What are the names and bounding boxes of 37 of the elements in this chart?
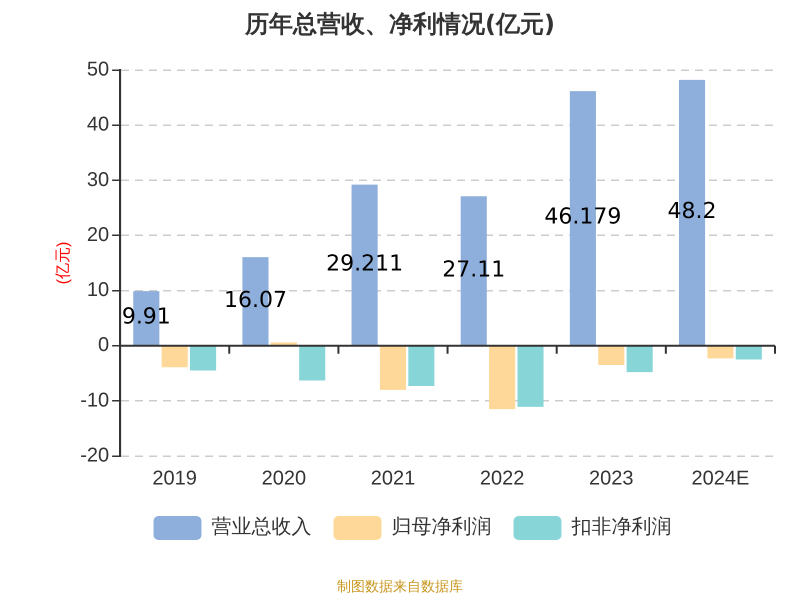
y-axis-title: (亿元) [55,242,72,284]
legend-label: 营业总收入 [212,514,312,538]
y-tick-label: 50 [86,58,110,81]
data-label: 46.179 [544,204,622,230]
bar [598,346,624,366]
bar [626,346,653,372]
x-tick-label: 2024E [692,468,750,490]
legend-label: 扣非净利润 [570,514,672,538]
bar [162,346,188,368]
x-tick-label: 2022 [480,468,524,490]
legend-label: 归母净利润 [392,514,492,538]
y-tick-label: -20 [80,444,110,467]
bar [190,346,216,371]
y-tick-label: 40 [86,114,110,136]
y-tick-label: 30 [86,168,110,191]
y-tick-label: 0 [98,334,110,356]
y-tick-label: 10 [86,279,110,302]
y-tick-label: 20 [86,224,110,246]
text: 制图数据来自数据库 [336,578,464,596]
bar [299,346,326,380]
data-label: 48.2 [668,199,717,224]
bar [489,346,516,410]
data-label: 16.07 [224,288,287,313]
bar [380,346,406,390]
chart-title: 历年总营收、净利情况(亿元) [244,9,556,40]
y-tick-label: -10 [80,389,110,412]
x-tick-label: 2023 [589,468,634,490]
x-tick-label: 2021 [370,468,416,490]
data-label: 27.11 [442,257,506,282]
bar [408,346,434,386]
data-label: 9.91 [122,304,171,330]
x-tick-label: 2020 [262,468,306,490]
bar [736,346,762,360]
bar [517,346,544,407]
data-label: 29.211 [326,252,404,277]
x-tick-label: 2019 [152,468,197,490]
bar [707,346,734,358]
